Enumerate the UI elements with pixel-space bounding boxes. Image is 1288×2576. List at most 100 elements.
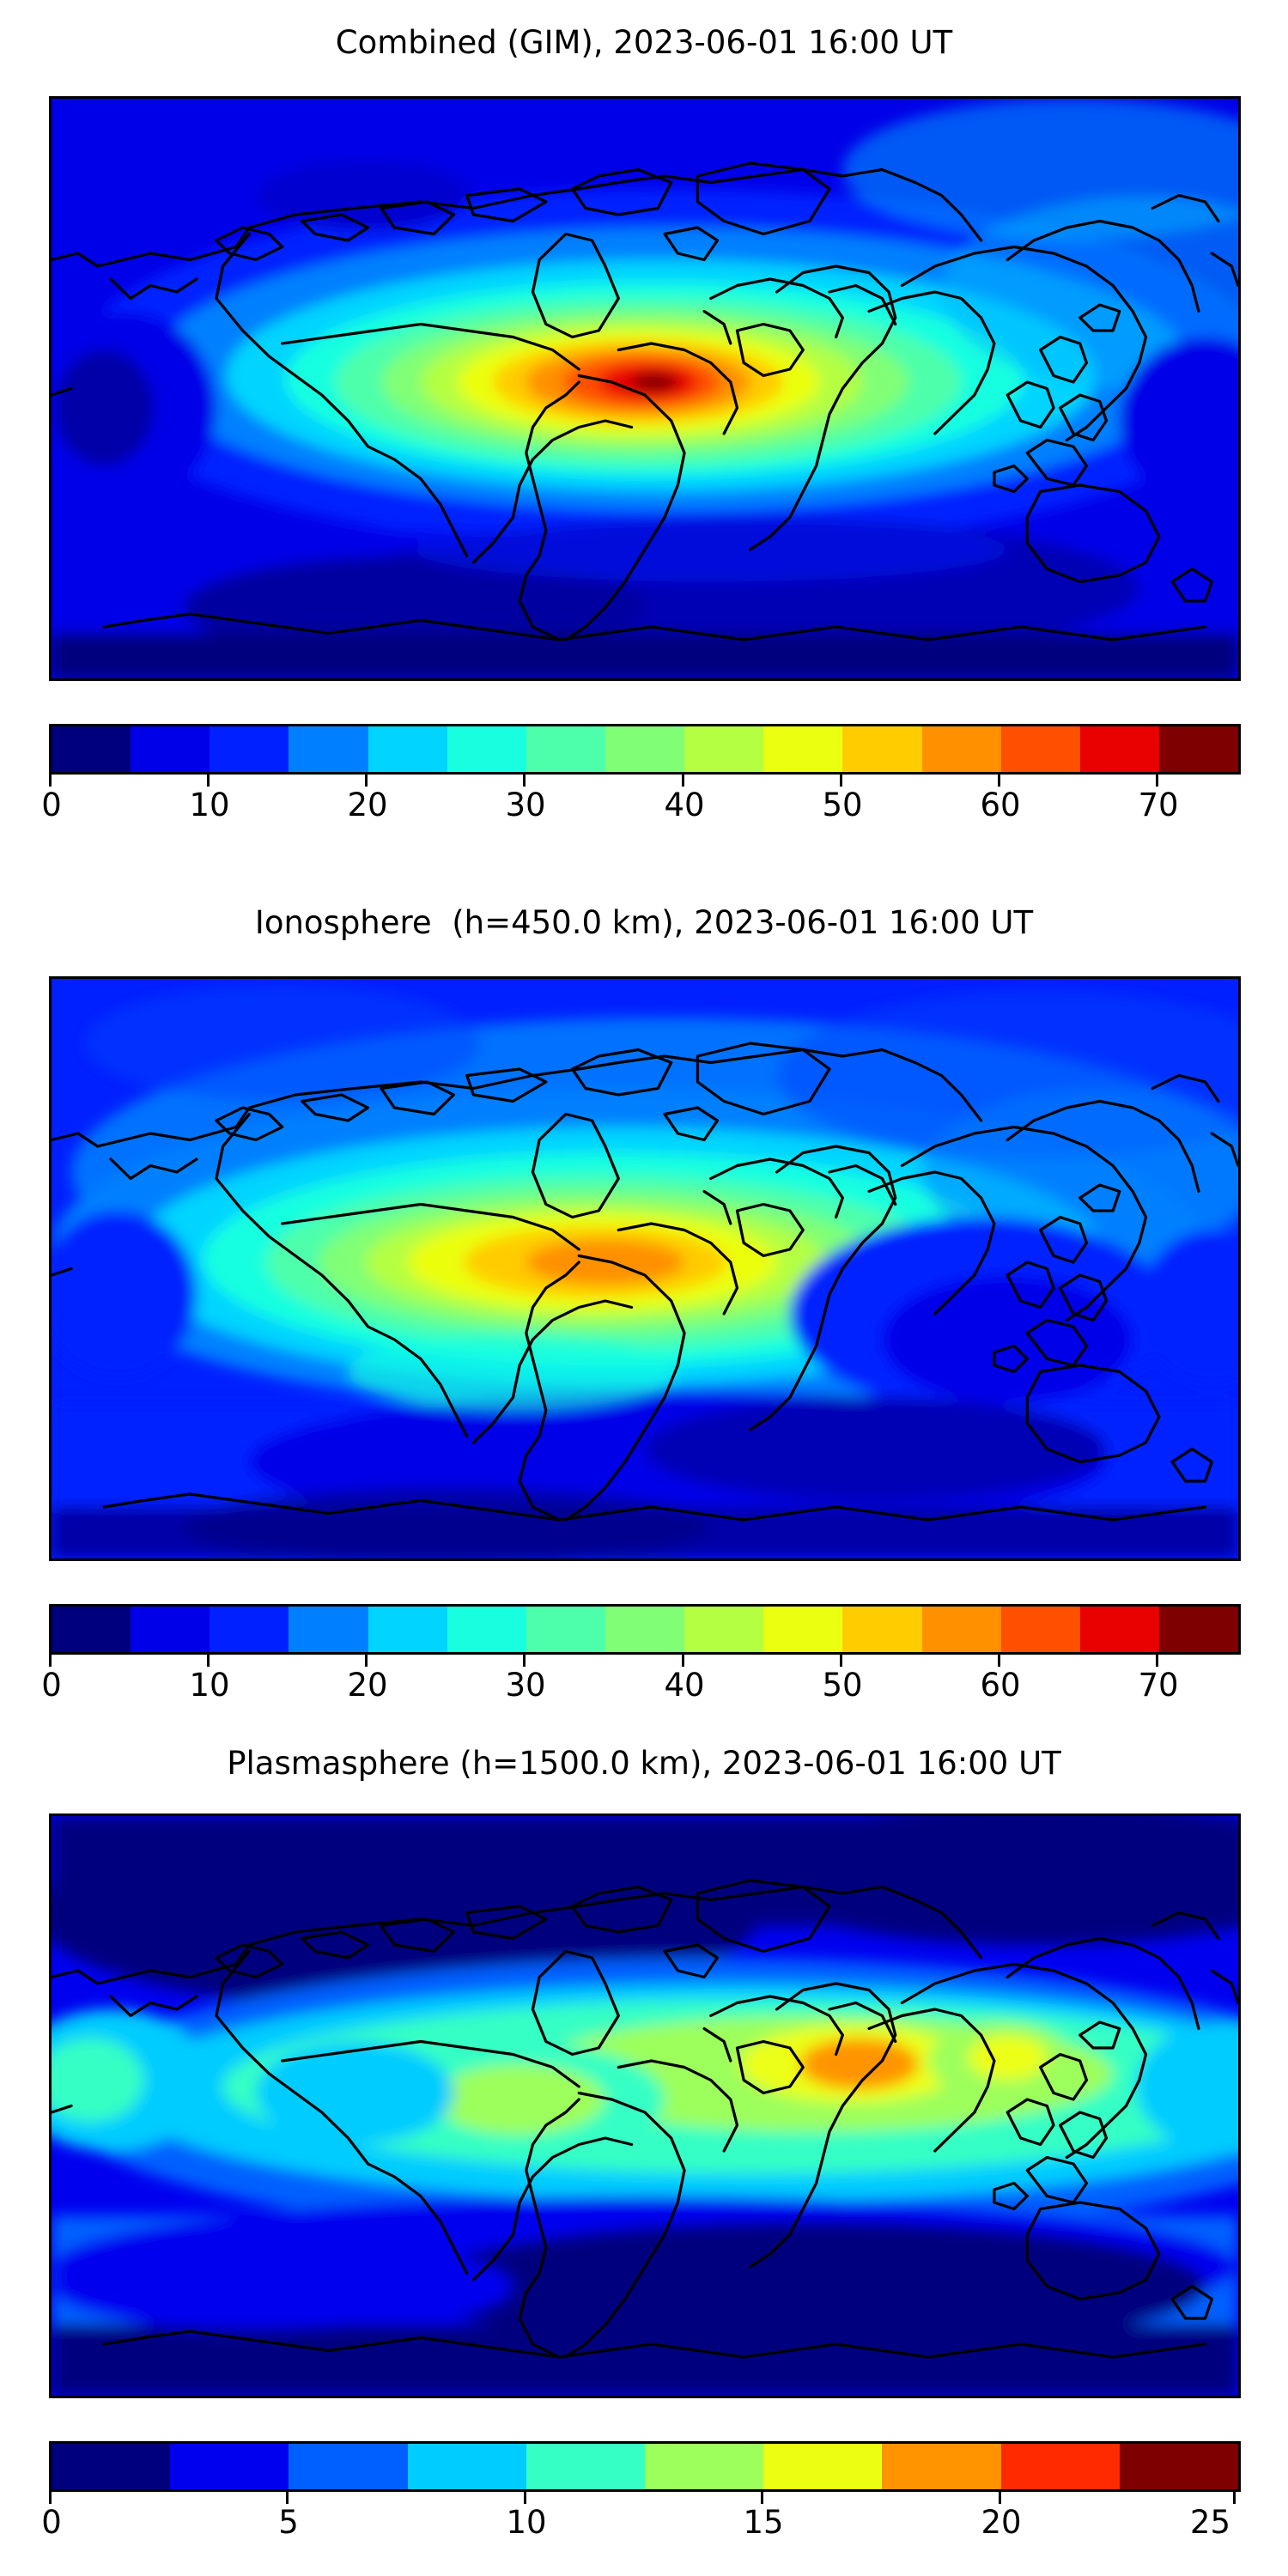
panel-title-combined: Combined (GIM), 2023-06-01 16:00 UT	[335, 24, 953, 61]
colorbar-band	[131, 726, 210, 772]
colorbar-tick-label: 50	[822, 1667, 863, 1704]
colorbar-ionosphere	[49, 1604, 1241, 1655]
colorbar-band	[526, 1607, 605, 1652]
colorbar-tick-label: 0	[41, 2504, 62, 2541]
panel-title-ionosphere: Ionosphere (h=450.0 km), 2023-06-01 16:0…	[254, 904, 1034, 941]
colorbar-band	[645, 2444, 764, 2489]
colorbar-band	[684, 1607, 764, 1652]
colorbar-band	[131, 1607, 210, 1652]
colorbar-tick-label: 10	[189, 787, 230, 823]
colorbar-tick	[1156, 775, 1158, 787]
colorbar-tick	[998, 775, 1000, 787]
colorbar-band	[605, 1607, 685, 1652]
colorbar-tick-label: 20	[347, 787, 388, 823]
colorbar-tick-label: 10	[506, 2504, 547, 2541]
colorbar-tick	[999, 2492, 1001, 2504]
colorbar-band	[684, 726, 764, 772]
colorbar-band	[921, 1607, 1001, 1652]
colorbar-band	[447, 726, 526, 772]
colorbar-band	[210, 726, 289, 772]
colorbar-band	[842, 1607, 922, 1652]
colorbar-band	[1000, 1607, 1080, 1652]
colorbar-tick	[207, 1655, 210, 1667]
map-combined-gim	[49, 96, 1241, 681]
colorbar-band	[1000, 726, 1080, 772]
colorbar-band	[526, 726, 605, 772]
colorbar-band	[407, 2444, 526, 2489]
colorbar-tick	[840, 775, 842, 787]
colorbar-tick	[365, 775, 368, 787]
colorbar-tick-label: 60	[980, 787, 1021, 823]
colorbar-tick-label: 15	[743, 2504, 784, 2541]
colorbar-band	[842, 726, 922, 772]
colorbar-tick	[1156, 1655, 1158, 1667]
colorbar-axis-combined: 0 10 20 30 40 50 60 70	[41, 775, 1236, 826]
colorbar-band	[170, 2444, 289, 2489]
map-plasmasphere	[49, 1814, 1241, 2398]
colorbar-band	[526, 2444, 646, 2489]
colorbar-band	[368, 726, 447, 772]
colorbar-plasmasphere	[49, 2441, 1241, 2492]
colorbar-band	[763, 726, 843, 772]
colorbar-tick	[365, 1655, 368, 1667]
colorbar-band	[882, 2444, 1001, 2489]
colorbar-band	[52, 2444, 171, 2489]
colorbar-axis-plasmasphere: 0 5 10 15 20 25	[41, 2492, 1236, 2543]
colorbar-wrap-combined: 0 10 20 30 40 50 60 70	[41, 724, 1241, 827]
colorbar-tick	[1233, 2492, 1236, 2504]
colorbar-tick-label: 40	[664, 787, 705, 823]
colorbar-band	[1119, 2444, 1238, 2489]
colorbar-band	[289, 2444, 408, 2489]
colorbar-tick-label: 70	[1138, 787, 1179, 823]
colorbar-band	[52, 726, 131, 772]
panel-combined-gim: Combined (GIM), 2023-06-01 16:00 UT	[0, 0, 1288, 880]
panel-title-plasmasphere: Plasmasphere (h=1500.0 km), 2023-06-01 1…	[227, 1745, 1061, 1782]
colorbar-tick	[49, 775, 52, 787]
colorbar-tick	[840, 1655, 842, 1667]
colorbar-tick	[49, 1655, 52, 1667]
colorbar-tick-label: 0	[41, 787, 62, 823]
colorbar-band	[368, 1607, 447, 1652]
colorbar-tick-label: 30	[505, 787, 546, 823]
colorbar-band	[210, 1607, 289, 1652]
colorbar-band	[289, 1607, 368, 1652]
colorbar-tick	[49, 2492, 52, 2504]
colorbar-band	[921, 726, 1001, 772]
colorbar-tick	[998, 1655, 1000, 1667]
colorbar-tick	[761, 2492, 763, 2504]
panel-ionosphere: Ionosphere (h=450.0 km), 2023-06-01 16:0…	[0, 880, 1288, 1760]
colorbar-tick	[286, 2492, 289, 2504]
colorbar-tick	[682, 1655, 684, 1667]
colorbar-tick	[523, 775, 526, 787]
colorbar-band	[763, 1607, 843, 1652]
map-svg-ionosphere	[52, 979, 1238, 1558]
colorbar-axis-ionosphere: 0 10 20 30 40 50 60 70	[41, 1655, 1236, 1706]
colorbar-tick-label: 20	[347, 1667, 388, 1704]
colorbar-tick-label: 50	[822, 787, 863, 823]
map-ionosphere	[49, 976, 1241, 1561]
colorbar-band	[52, 1607, 131, 1652]
colorbar-band	[1079, 1607, 1159, 1652]
colorbar-tick	[207, 775, 210, 787]
colorbar-band	[605, 726, 685, 772]
map-svg-plasmasphere	[52, 1816, 1238, 2396]
colorbar-wrap-plasmasphere: 0 5 10 15 20 25	[41, 2441, 1241, 2544]
colorbar-wrap-ionosphere: 0 10 20 30 40 50 60 70	[41, 1604, 1241, 1707]
colorbar-tick-label: 70	[1138, 1667, 1179, 1704]
colorbar-tick-label: 20	[981, 2504, 1022, 2541]
map-svg-combined	[52, 99, 1238, 678]
colorbar-tick-label: 0	[41, 1667, 62, 1704]
colorbar-tick	[682, 775, 684, 787]
colorbar-tick-label: 40	[664, 1667, 705, 1704]
colorbar-band	[1079, 726, 1159, 772]
colorbar-tick	[523, 1655, 526, 1667]
colorbar-tick-label: 25	[1189, 2504, 1230, 2541]
colorbar-tick-label: 60	[980, 1667, 1021, 1704]
panel-plasmasphere: Plasmasphere (h=1500.0 km), 2023-06-01 1…	[0, 1745, 1288, 2576]
colorbar-tick-label: 5	[278, 2504, 299, 2541]
colorbar-band	[763, 2444, 883, 2489]
colorbar-band	[447, 1607, 526, 1652]
colorbar-band	[1000, 2444, 1120, 2489]
colorbar-band	[1158, 1607, 1238, 1652]
